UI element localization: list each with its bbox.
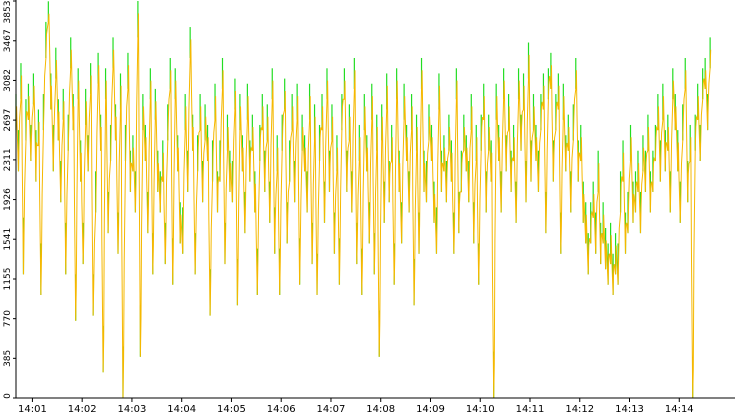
series-line [15, 13, 712, 399]
x-tick-label: 14:06 [267, 404, 296, 415]
y-tick-label: 770 [3, 310, 13, 327]
y-tick-label: 3082 [3, 69, 13, 92]
x-tick-label: 14:11 [516, 404, 545, 415]
y-tick-label: 2697 [3, 109, 13, 132]
y-tick-label: 3853 [3, 1, 13, 24]
y-axis-ticks: 0 385 770 1155 1541 1926 2311 2697 3082 3467 3853 [3, 0, 16, 399]
y-tick-label: 1926 [3, 188, 13, 211]
plot-area [15, 1, 712, 399]
x-tick-label: 14:08 [366, 404, 395, 415]
y-tick-label: 1155 [3, 268, 13, 291]
x-tick-label: 14:09 [416, 404, 445, 415]
x-tick-label: 14:05 [217, 404, 246, 415]
x-tick-label: 14:10 [466, 404, 495, 415]
x-tick-label: 14:02 [68, 404, 97, 415]
y-tick-label: 385 [3, 350, 13, 367]
x-axis-ticks: 14:01 14:02 14:03 14:04 14:05 14:06 14:07 14:08… [18, 398, 694, 415]
x-tick-label: 14:14 [665, 404, 694, 415]
y-tick-label: 2311 [3, 148, 13, 171]
x-tick-label: 14:07 [317, 404, 346, 415]
y-tick-label: 0 [3, 393, 13, 399]
y-tick-label: 3467 [3, 29, 13, 52]
x-tick-label: 14:04 [167, 404, 196, 415]
x-tick-label: 14:13 [615, 404, 644, 415]
y-tick-label: 1541 [3, 228, 13, 251]
x-tick-label: 14:03 [118, 404, 147, 415]
x-tick-label: 14:01 [18, 404, 47, 415]
x-tick-label: 14:12 [565, 404, 594, 415]
